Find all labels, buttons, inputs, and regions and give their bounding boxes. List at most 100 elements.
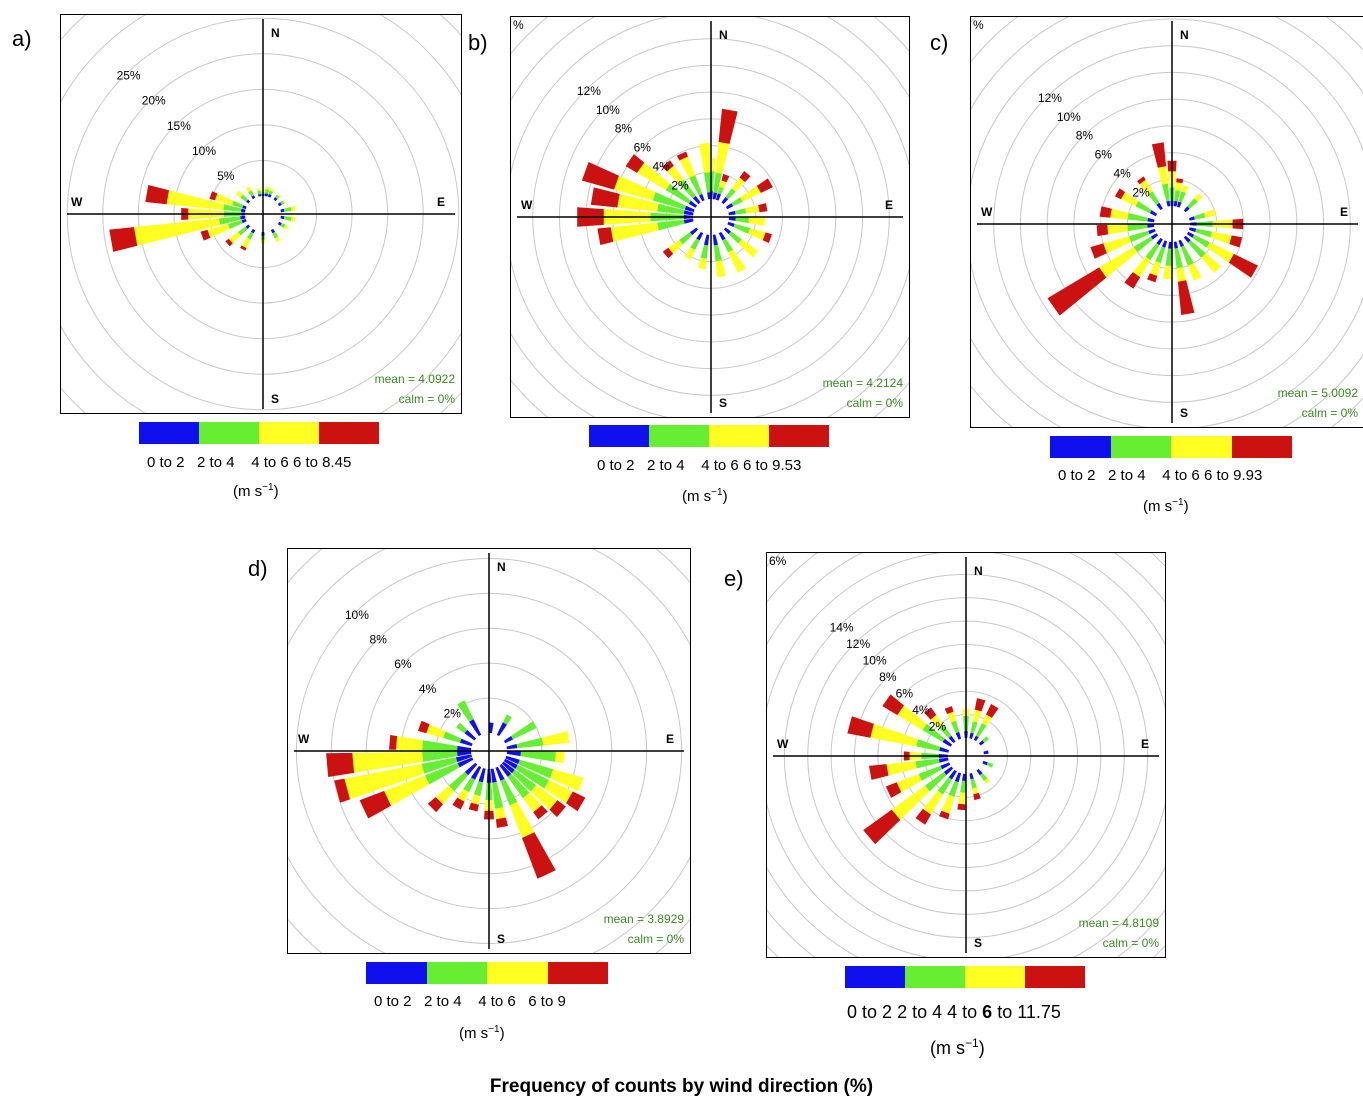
petal-10-bin4 <box>1176 178 1184 184</box>
petal-20-bin4 <box>721 174 730 183</box>
legend-a-bin1: 0 to 2 <box>147 454 185 471</box>
legend-bar-e <box>845 966 1085 988</box>
petal-165-bin2 <box>970 778 977 789</box>
petal-120-bin3 <box>283 224 289 231</box>
petal-20-bin2 <box>717 186 724 195</box>
unit-a-sup: −1 <box>262 482 274 493</box>
petal-95-bin2 <box>735 217 749 224</box>
tick-label-10pct: 10% <box>1057 110 1081 124</box>
tick-label-10pct: 10% <box>596 103 620 117</box>
petal-110-bin2 <box>986 762 994 768</box>
petal-305-bin2 <box>665 183 691 204</box>
calm-label: calm = 0% <box>1302 406 1359 420</box>
petal-195-bin3 <box>471 794 481 805</box>
petal-95-bin3 <box>748 217 766 226</box>
petal-200-bin1 <box>1161 240 1168 248</box>
unit-d-close: ) <box>499 1025 505 1042</box>
petal-300-bin1 <box>1149 210 1158 217</box>
petal-350-bin2 <box>1162 183 1170 202</box>
petal-330-bin1 <box>251 195 256 200</box>
compass-w: W <box>521 198 533 212</box>
petal-10-bin3 <box>715 142 730 174</box>
windrose-d: N E S W 2% 4% 6% 8% 10% mean = 3.8929 calm = 0% <box>287 548 691 954</box>
petal-155-bin1 <box>1178 239 1184 248</box>
tick-label-corner: 6% <box>769 554 787 568</box>
unit-e-close: ) <box>978 1038 985 1058</box>
petal-215-bin3 <box>922 790 943 815</box>
petal-260-bin4 <box>597 227 614 245</box>
legend-c-bin4: 6 to 9.93 <box>1203 467 1263 484</box>
petal-165-bin1 <box>969 773 974 780</box>
petal-285-bin1 <box>939 747 949 753</box>
petal-80-bin3 <box>542 731 570 746</box>
panel-d-label: d) <box>248 556 268 581</box>
tick-label-4pct: 4% <box>419 682 437 696</box>
petal-340-bin3 <box>947 711 956 723</box>
petal-155-bin3 <box>509 801 535 838</box>
grid-ring <box>971 17 977 427</box>
petal-75-bin3 <box>1204 209 1216 218</box>
compass-s: S <box>719 396 727 410</box>
petal-105-bin1 <box>1189 227 1197 233</box>
mean-label: mean = 3.8929 <box>604 912 685 926</box>
legend-labels-b: 0 to 2 2 to 4 4 to 6 6 to 9.53 <box>597 457 801 474</box>
petal-130-bin2 <box>728 231 742 244</box>
petal-80-bin3 <box>745 205 760 214</box>
petal-335-bin3 <box>679 156 696 178</box>
tick-label-12pct: 12% <box>1038 91 1062 105</box>
petal-210-bin3 <box>457 789 469 802</box>
petal-190-bin3 <box>698 257 707 270</box>
petal-265-bin4 <box>1096 224 1109 237</box>
compass-w: W <box>981 205 993 219</box>
petal-210-bin1 <box>250 228 256 234</box>
petal-120-bin4 <box>1228 253 1258 278</box>
unit-e: (m s−1) <box>930 1036 985 1059</box>
petal-210-bin2 <box>463 777 476 793</box>
petal-140-bin2 <box>979 773 988 781</box>
petal-40-bin3 <box>276 193 281 197</box>
petal-130-bin1 <box>501 761 515 774</box>
compass-e: E <box>1141 737 1149 751</box>
petal-170-bin2 <box>1174 247 1183 269</box>
petal-280-bin3 <box>166 190 225 210</box>
petal-130-bin3 <box>738 239 759 258</box>
petal-355-bin1 <box>707 192 711 200</box>
petal-285-bin4 <box>847 716 874 738</box>
petal-320-bin4 <box>662 160 674 172</box>
unit-c-close: ) <box>1183 498 1189 515</box>
petal-215-bin1 <box>1156 237 1163 246</box>
petal-225-bin3 <box>435 785 455 805</box>
petal-60-bin4 <box>756 178 773 193</box>
tick-label-10pct: 10% <box>192 144 216 158</box>
calm-label: calm = 0% <box>399 392 456 406</box>
petal-170-bin3 <box>494 807 506 820</box>
petal-210-bin4 <box>452 797 465 810</box>
petal-260-bin4 <box>109 227 138 252</box>
petal-300-bin3 <box>1120 192 1139 207</box>
petal-255-bin1 <box>455 754 472 763</box>
petal-255-bin4 <box>334 778 350 803</box>
petal-15-bin2 <box>970 721 978 734</box>
petal-140-bin4 <box>533 805 548 820</box>
petal-110-bin1 <box>727 221 735 228</box>
tick-label-12pct: 12% <box>846 637 870 651</box>
petal-40-bin3 <box>731 177 745 192</box>
petal-320-bin2 <box>678 179 696 199</box>
tick-label-20pct: 20% <box>142 94 166 108</box>
legend-b-bin2: 2 to 4 <box>647 457 685 474</box>
petal-170-bin2 <box>713 244 722 262</box>
petal-210-bin3 <box>241 237 251 249</box>
petal-80-bin3 <box>290 205 296 212</box>
petal-260-bin2 <box>915 758 940 769</box>
tick-label-6pct: 6% <box>896 687 914 701</box>
petal-20-bin3 <box>1181 184 1189 193</box>
petal-105-bin2 <box>1195 228 1212 238</box>
petal-265-bin4 <box>326 752 355 777</box>
petal-320-bin3 <box>930 714 944 728</box>
compass-n: N <box>271 26 280 40</box>
legend-d-bin4: 6 to 9 <box>528 993 566 1010</box>
petal-95-bin3 <box>555 751 565 764</box>
tick-label-15pct: 15% <box>167 119 191 133</box>
petal-150-bin3 <box>274 236 281 243</box>
petal-260-bin1 <box>240 215 246 220</box>
